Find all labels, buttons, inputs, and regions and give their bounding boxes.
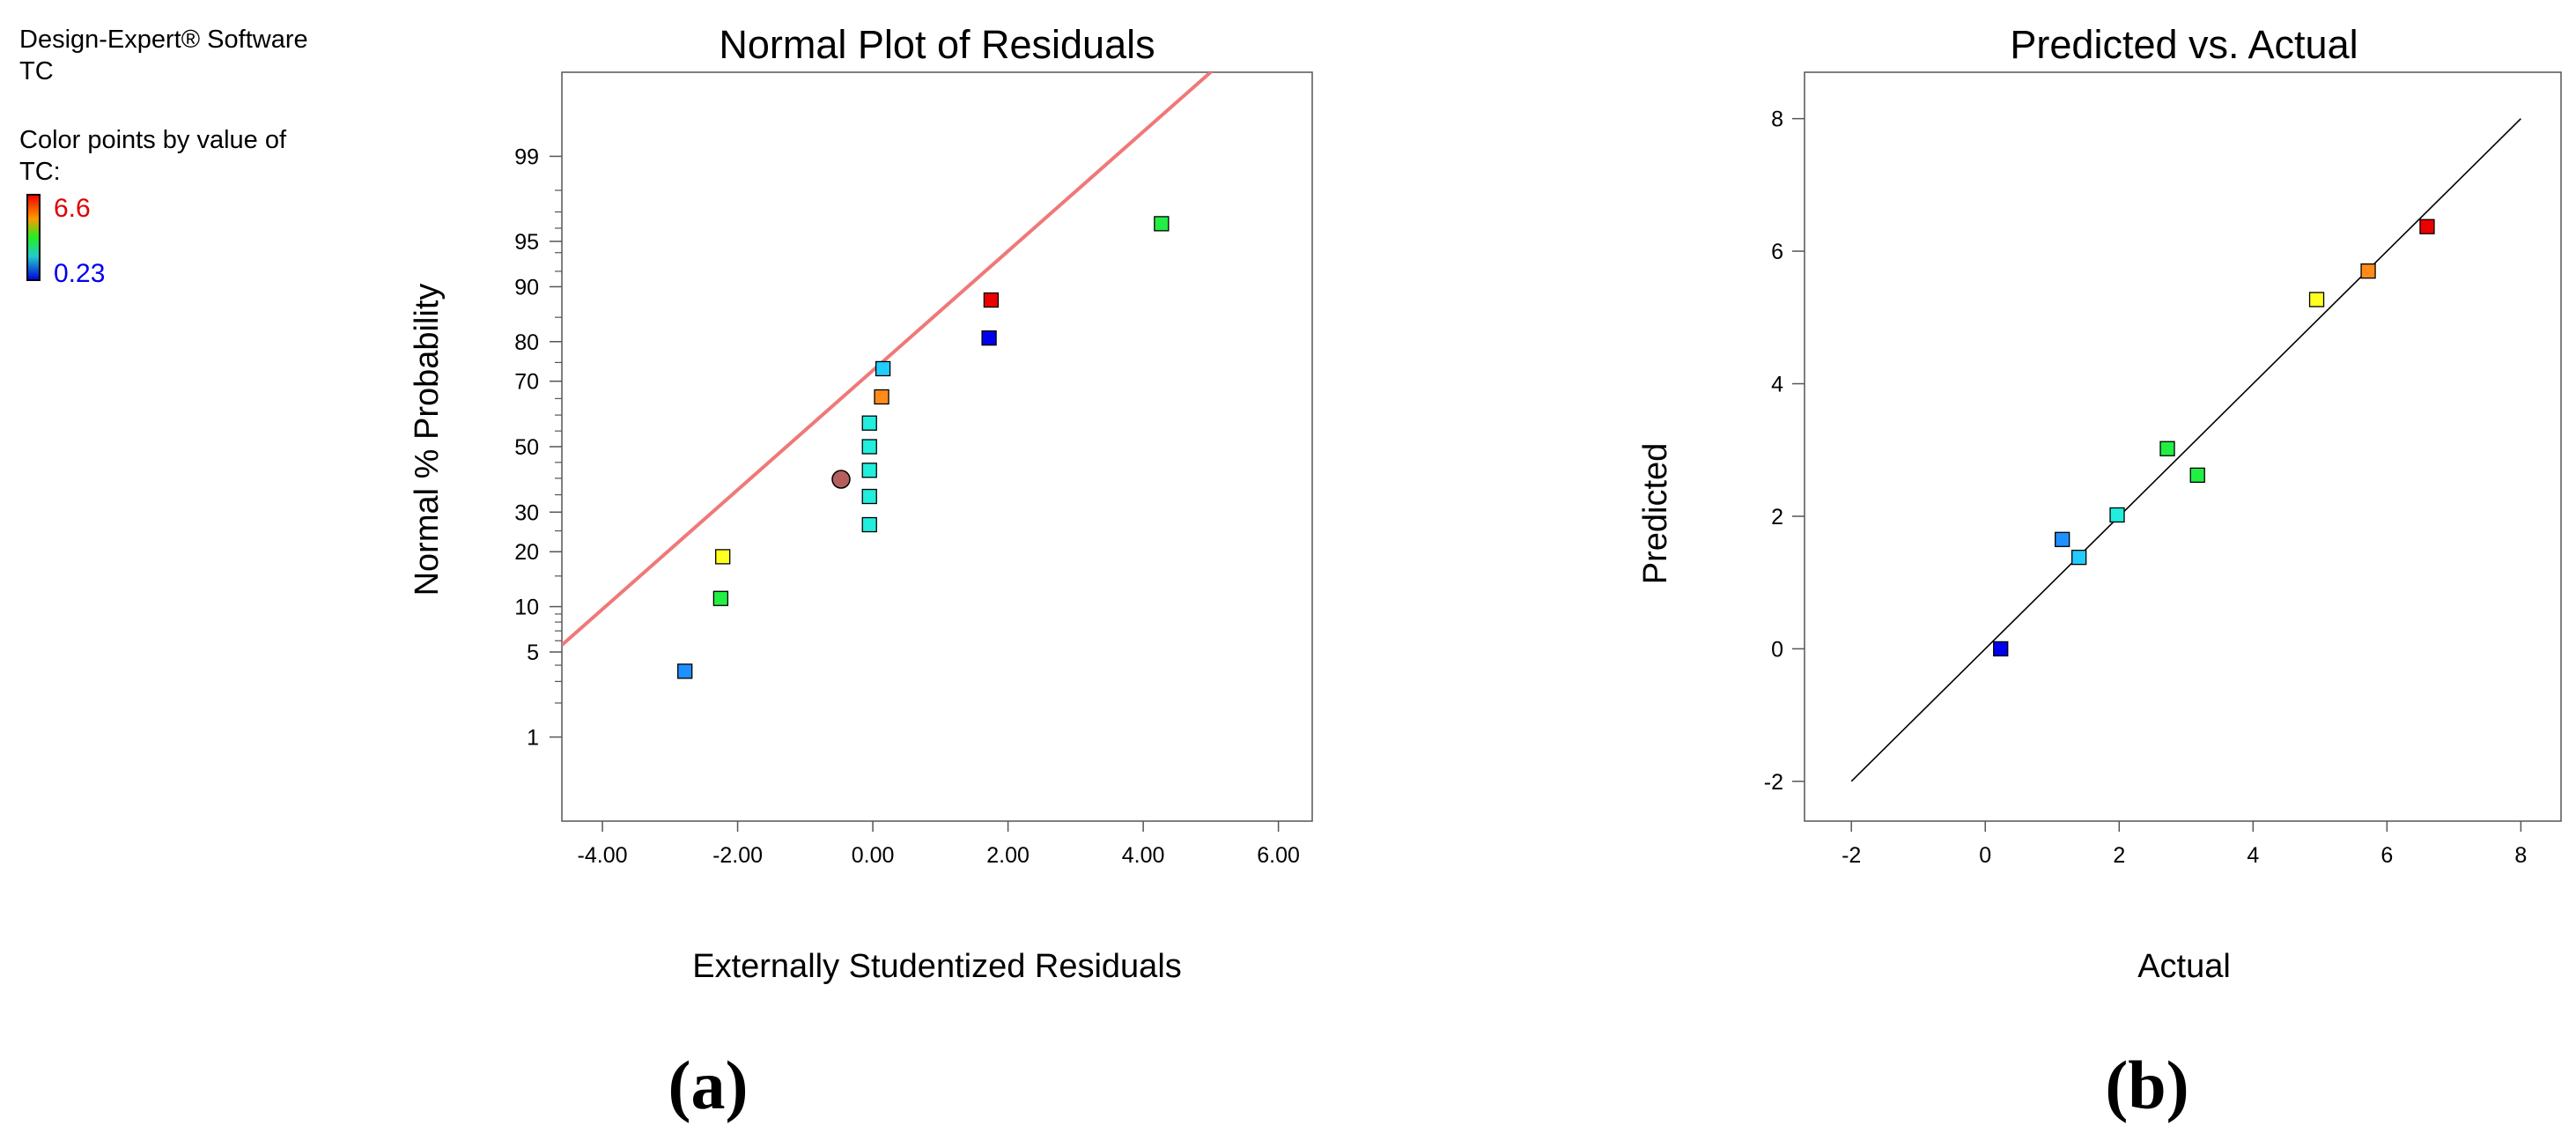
data-point	[2071, 549, 2087, 566]
y-tick-label: 80	[514, 330, 539, 355]
x-tick-label: 2	[2113, 843, 2125, 868]
data-point	[712, 590, 729, 606]
data-point	[2360, 263, 2376, 279]
data-point	[2419, 218, 2435, 234]
x-tick-label: -2.00	[712, 843, 763, 868]
y-tick-label: 20	[514, 540, 539, 565]
y-axis-label: Normal % Probability	[409, 284, 446, 596]
x-tick-label: 4	[2247, 843, 2259, 868]
predicted-vs-actual-chart: Predicted vs. Actual -2 0 2 4 6 8 -2 0 2 4 6 8 Actu…	[1637, 22, 2562, 1123]
data-point	[861, 516, 877, 533]
chart-title: Predicted vs. Actual	[2010, 22, 2358, 67]
software-label: Design-Expert® Software	[19, 26, 308, 54]
data-point	[861, 463, 877, 478]
y-tick-label: 70	[514, 370, 539, 395]
plot-frame	[1804, 71, 2562, 822]
x-tick-label: -2	[1842, 843, 1861, 868]
data-point	[1154, 216, 1170, 232]
y-tick-label: 10	[514, 596, 539, 620]
y-tick-label: 5	[527, 641, 539, 665]
y-tick-label: 99	[514, 144, 539, 169]
info-sidebar: Design-Expert® Software TC Color points …	[19, 26, 308, 288]
response-label: TC	[19, 57, 54, 85]
y-tick-label: 2	[1771, 505, 1783, 529]
y-tick-label: 1	[527, 726, 539, 751]
data-point	[2055, 531, 2070, 547]
x-tick-label: 6.00	[1257, 843, 1300, 868]
y-axis-label: Predicted	[1637, 443, 1674, 585]
y-tick-label: 4	[1771, 373, 1783, 397]
x-tick-label: 0.00	[852, 843, 895, 868]
data-point	[2308, 292, 2325, 307]
data-point	[874, 389, 889, 405]
x-tick-label: -4.00	[578, 843, 628, 868]
chart-title: Normal Plot of Residuals	[719, 22, 1155, 67]
x-tick-label: 6	[2380, 843, 2393, 868]
data-point	[861, 415, 877, 431]
y-tick-label: 6	[1771, 240, 1783, 264]
normal-plot-chart: Normal Plot of Residuals -4.00 -2.00 0.00 2…	[409, 22, 1313, 1123]
color-scale-max: 6.6	[54, 194, 91, 223]
color-caption-line1: Color points by value of	[19, 126, 287, 154]
y-tick-label: 8	[1771, 107, 1783, 132]
plot-frame	[561, 71, 1313, 822]
data-point	[677, 663, 693, 679]
color-caption-line2: TC:	[19, 158, 61, 186]
data-point	[831, 470, 851, 489]
x-tick-label: 0	[1979, 843, 1991, 868]
data-point	[983, 292, 1000, 308]
color-scale-bar	[26, 194, 41, 281]
data-point	[861, 439, 877, 455]
panel-label-a: (a)	[668, 1047, 749, 1123]
reference-line	[562, 72, 1214, 647]
x-axis-label: Actual	[2137, 948, 2231, 985]
reference-line	[1850, 118, 2521, 782]
x-tick-label: 2.00	[986, 843, 1030, 868]
data-point	[2109, 507, 2125, 523]
x-tick-label: 4.00	[1122, 843, 1165, 868]
y-tick-label: 0	[1771, 637, 1783, 662]
data-point	[981, 330, 997, 346]
panel-label-b: (b)	[2105, 1047, 2188, 1123]
y-tick-label: 30	[514, 500, 539, 525]
data-point	[2159, 441, 2175, 456]
y-tick-label: -2	[1764, 770, 1783, 795]
data-point	[2189, 467, 2205, 483]
x-tick-label: 8	[2514, 843, 2527, 868]
x-axis-label: Externally Studentized Residuals	[692, 948, 1182, 985]
y-tick-label: 90	[514, 275, 539, 300]
y-tick-label: 95	[514, 230, 539, 255]
data-point	[875, 360, 891, 377]
data-point	[715, 549, 731, 565]
y-tick-label: 50	[514, 435, 539, 460]
data-point	[861, 488, 877, 505]
color-scale-min: 0.23	[54, 259, 105, 288]
data-point	[1993, 641, 2009, 657]
